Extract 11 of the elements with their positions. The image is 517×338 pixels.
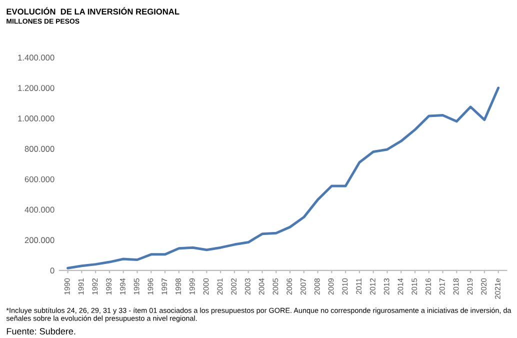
y-tick-label: 200.000 xyxy=(24,237,54,244)
y-tick-label: 0 xyxy=(50,268,54,274)
y-tick-label: 600.000 xyxy=(24,176,54,182)
y-tick-label: 1.400.000 xyxy=(18,54,54,61)
chart-title: EVOLUCIÓN DE LA INVERSIÓN REGIONAL xyxy=(6,7,180,15)
y-tick-label: 1.200.000 xyxy=(18,85,54,91)
line-series xyxy=(66,86,500,270)
y-tick-label: 400.000 xyxy=(24,206,54,213)
y-tick-label: 800.000 xyxy=(24,146,54,152)
source-note: Fuente: Subdere. xyxy=(6,328,76,334)
y-tick-label: 1.000.000 xyxy=(18,116,54,122)
